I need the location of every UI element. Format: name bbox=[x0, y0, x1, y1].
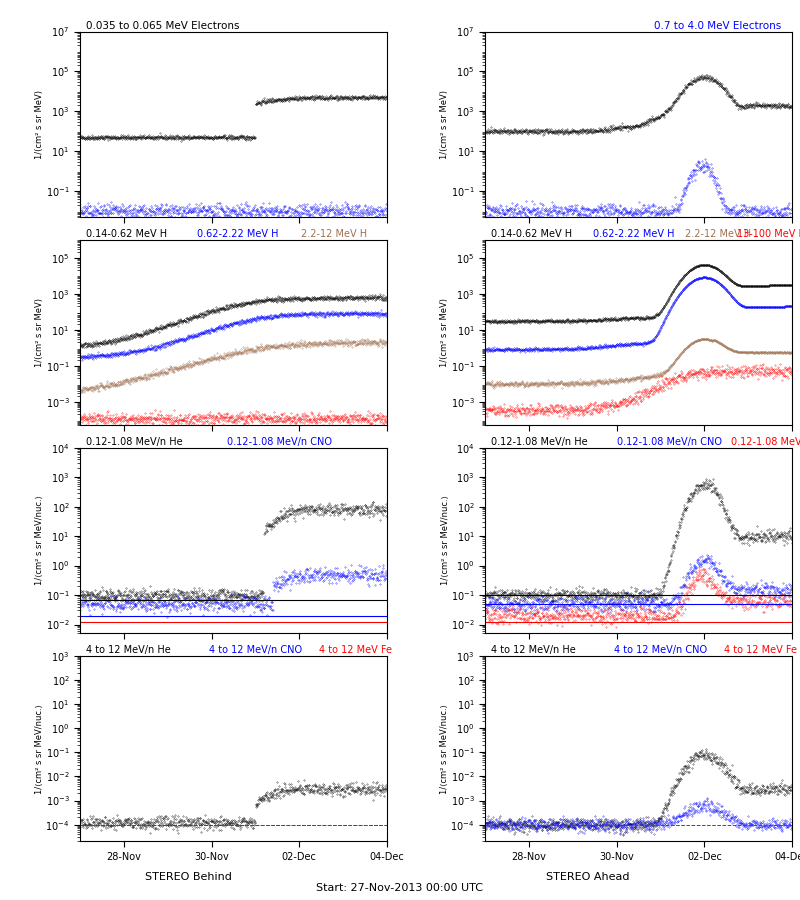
Text: 4 to 12 MeV/n CNO: 4 to 12 MeV/n CNO bbox=[209, 644, 302, 655]
Text: 0.12-1.08 MeV/n He: 0.12-1.08 MeV/n He bbox=[86, 436, 182, 446]
Text: 0.14-0.62 MeV H: 0.14-0.62 MeV H bbox=[491, 229, 572, 238]
Text: 0.12-1.08 MeV/n CNO: 0.12-1.08 MeV/n CNO bbox=[227, 436, 332, 446]
Text: 4 to 12 MeV/n He: 4 to 12 MeV/n He bbox=[86, 644, 171, 655]
Text: 4 to 12 MeV Fe: 4 to 12 MeV Fe bbox=[725, 644, 798, 655]
Text: 2.2-12 MeV H: 2.2-12 MeV H bbox=[301, 229, 367, 238]
Text: STEREO Behind: STEREO Behind bbox=[145, 872, 231, 882]
Text: 2.2-12 MeV H: 2.2-12 MeV H bbox=[685, 229, 750, 238]
Y-axis label: 1/(cm² s sr MeV): 1/(cm² s sr MeV) bbox=[35, 298, 44, 367]
Text: 0.12-1.08 MeV Fe: 0.12-1.08 MeV Fe bbox=[730, 436, 800, 446]
Y-axis label: 1/⟨cm² s sr MeV/nuc.⟩: 1/⟨cm² s sr MeV/nuc.⟩ bbox=[441, 496, 450, 586]
Y-axis label: 1/⟨cm² s sr MeV/nuc.⟩: 1/⟨cm² s sr MeV/nuc.⟩ bbox=[440, 704, 449, 794]
Y-axis label: 1/⟨cm² s sr MeV/nuc.⟩: 1/⟨cm² s sr MeV/nuc.⟩ bbox=[35, 704, 44, 794]
Text: Start: 27-Nov-2013 00:00 UTC: Start: 27-Nov-2013 00:00 UTC bbox=[317, 883, 483, 893]
Text: STEREO Ahead: STEREO Ahead bbox=[546, 872, 630, 882]
Y-axis label: 1/(cm² s sr MeV): 1/(cm² s sr MeV) bbox=[440, 298, 450, 367]
Y-axis label: 1/(cm² s sr MeV): 1/(cm² s sr MeV) bbox=[441, 90, 450, 159]
Y-axis label: 1/(cm² s sr MeV): 1/(cm² s sr MeV) bbox=[35, 90, 44, 159]
Text: 4 to 12 MeV/n He: 4 to 12 MeV/n He bbox=[491, 644, 576, 655]
Text: 0.12-1.08 MeV/n He: 0.12-1.08 MeV/n He bbox=[491, 436, 588, 446]
Text: 0.7 to 4.0 MeV Electrons: 0.7 to 4.0 MeV Electrons bbox=[654, 21, 781, 31]
Text: 0.62-2.22 MeV H: 0.62-2.22 MeV H bbox=[197, 229, 278, 238]
Text: 0.62-2.22 MeV H: 0.62-2.22 MeV H bbox=[593, 229, 674, 238]
Text: 0.14-0.62 MeV H: 0.14-0.62 MeV H bbox=[86, 229, 167, 238]
Y-axis label: 1/⟨cm² s sr MeV/nuc.⟩: 1/⟨cm² s sr MeV/nuc.⟩ bbox=[35, 496, 44, 586]
Text: 0.12-1.08 MeV/n CNO: 0.12-1.08 MeV/n CNO bbox=[617, 436, 722, 446]
Text: 4 to 12 MeV Fe: 4 to 12 MeV Fe bbox=[319, 644, 392, 655]
Text: 13-100 MeV H: 13-100 MeV H bbox=[737, 229, 800, 238]
Text: 0.035 to 0.065 MeV Electrons: 0.035 to 0.065 MeV Electrons bbox=[86, 21, 240, 31]
Text: 4 to 12 MeV/n CNO: 4 to 12 MeV/n CNO bbox=[614, 644, 707, 655]
